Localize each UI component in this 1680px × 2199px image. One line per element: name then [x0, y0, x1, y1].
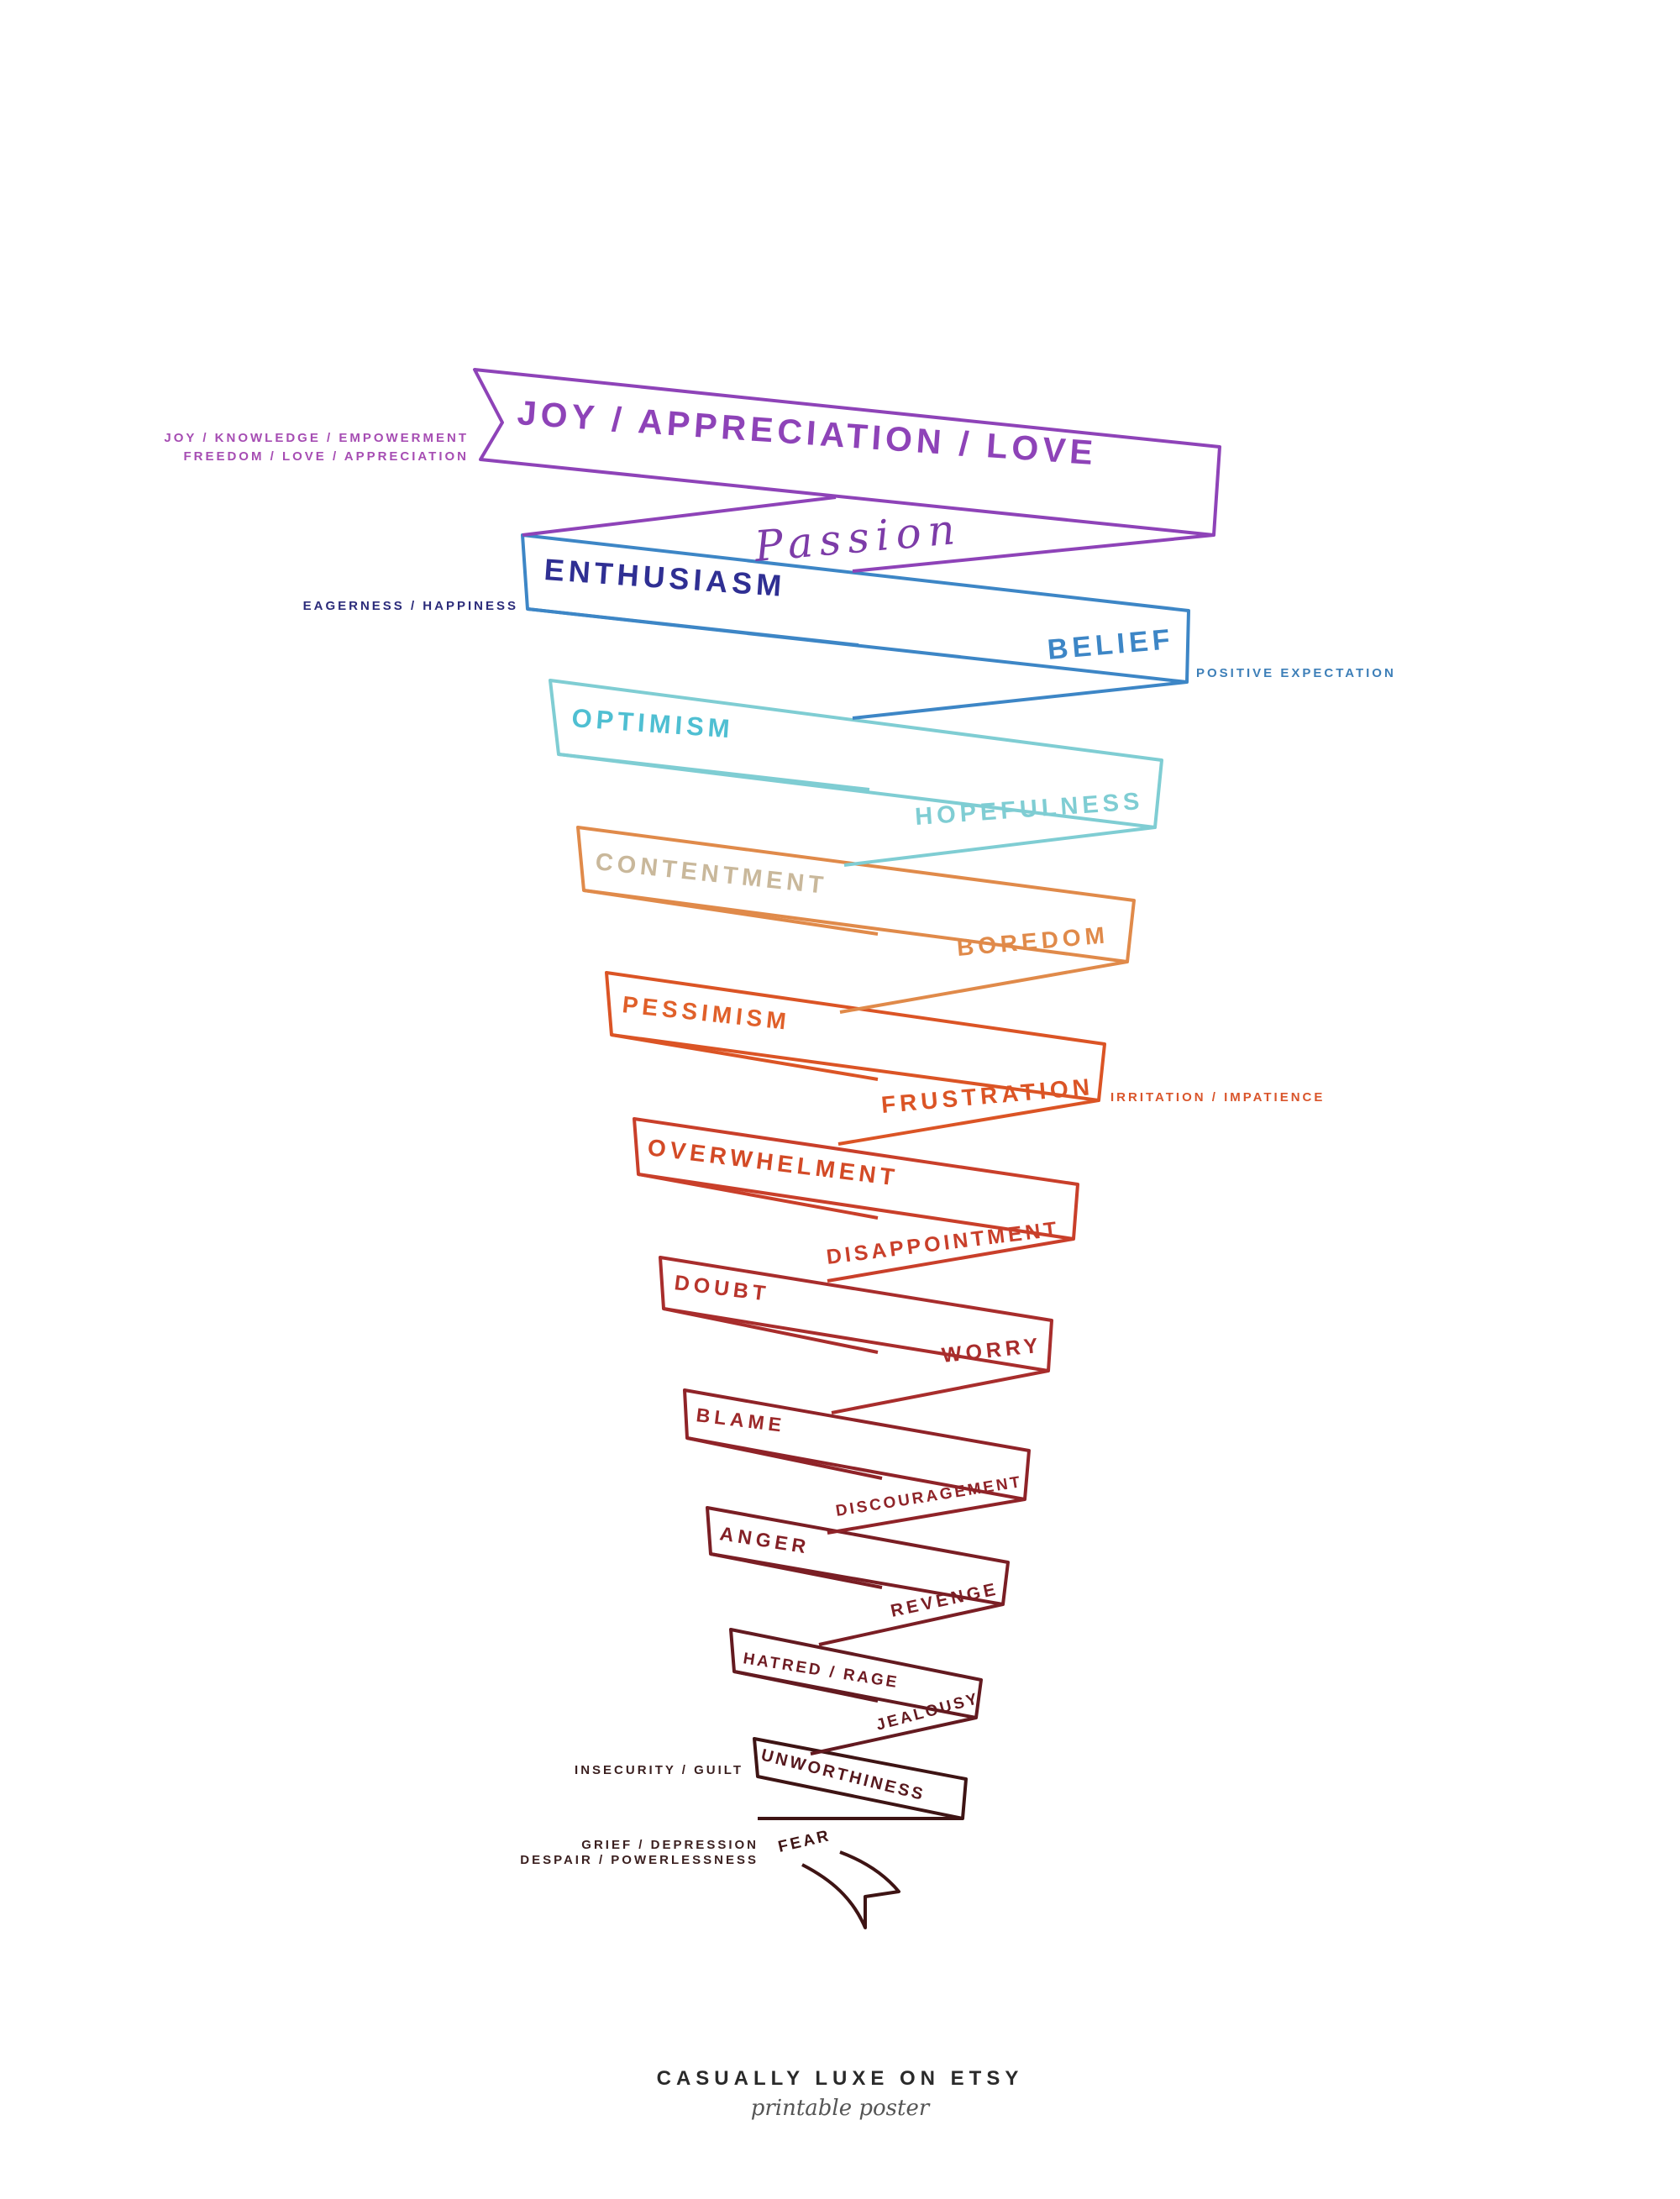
ribbon-twist [852, 680, 1188, 720]
ribbon-twist [843, 826, 1156, 867]
ribbon-twist [839, 960, 1128, 1014]
footer-brand: CASUALLY LUXE ON ETSY [657, 2067, 1024, 2090]
footer-tagline: printable poster [751, 2096, 931, 2121]
level-label-belief: BELIEF [1046, 623, 1175, 666]
ribbon-twist [810, 1716, 977, 1756]
level-label-fear: FEAR [776, 1827, 832, 1856]
ribbon-twist [733, 1670, 879, 1703]
level-label-pessimism: PESSIMISM [621, 991, 791, 1035]
ribbon-twist [852, 533, 1215, 573]
level-label-anger: ANGER [718, 1522, 811, 1558]
level-label-doubt: DOUBT [673, 1271, 770, 1306]
footer: CASUALLY LUXE ON ETSY printable poster [657, 2067, 1024, 2121]
side-note-fear-2: DESPAIR / POWERLESSNESS [520, 1853, 759, 1867]
ribbon-twist [611, 1033, 879, 1081]
ribbon-scale [473, 368, 1221, 1929]
ribbon-twist [583, 889, 879, 936]
level-label-frustration: FRUSTRATION [880, 1073, 1095, 1118]
ribbon-tail [758, 1817, 963, 1929]
ribbon-twist [527, 607, 859, 647]
level-label-blame: BLAME [695, 1404, 786, 1436]
level-label-hatred-rage: HATRED / RAGE [742, 1650, 900, 1692]
ribbon-twist [710, 1552, 883, 1589]
ribbon-twist [686, 1436, 883, 1480]
ribbon-twist [558, 753, 870, 791]
ribbon-twist [831, 1369, 1049, 1414]
ribbon-twist [663, 1307, 879, 1354]
level-label-optimism: OPTIMISM [571, 703, 735, 743]
side-note-enthusiasm: EAGERNESS / HAPPINESS [303, 599, 518, 613]
ribbon-twist [837, 1099, 1100, 1146]
side-note-unworthiness: INSECURITY / GUILT [575, 1763, 743, 1777]
side-note-joy-2: FREEDOM / LOVE / APPRECIATION [183, 449, 469, 464]
level-label-revenge: REVENGE [889, 1579, 1000, 1621]
ribbon-twist [827, 1498, 1026, 1535]
ribbon-twist [522, 496, 837, 537]
side-note-joy-1: JOY / KNOWLEDGE / EMPOWERMENT [164, 431, 469, 445]
ribbon-twist [827, 1237, 1074, 1283]
passion-script: Passion [752, 505, 963, 571]
ribbon-band [473, 368, 1221, 537]
side-note-frustration: IRRITATION / IMPATIENCE [1110, 1090, 1325, 1105]
side-note-fear-1: GRIEF / DEPRESSION [581, 1838, 759, 1852]
level-label-hopefulness: HOPEFULNESS [914, 788, 1144, 831]
ribbon-twist [818, 1603, 1004, 1646]
ribbon-labels: JOY / APPRECIATION / LOVE ENTHUSIASM BEL… [516, 393, 1175, 1856]
side-note-belief: POSITIVE EXPECTATION [1196, 666, 1396, 680]
side-notes: JOY / KNOWLEDGE / EMPOWERMENT FREEDOM / … [164, 431, 1396, 1867]
ribbon-twist [638, 1173, 879, 1220]
